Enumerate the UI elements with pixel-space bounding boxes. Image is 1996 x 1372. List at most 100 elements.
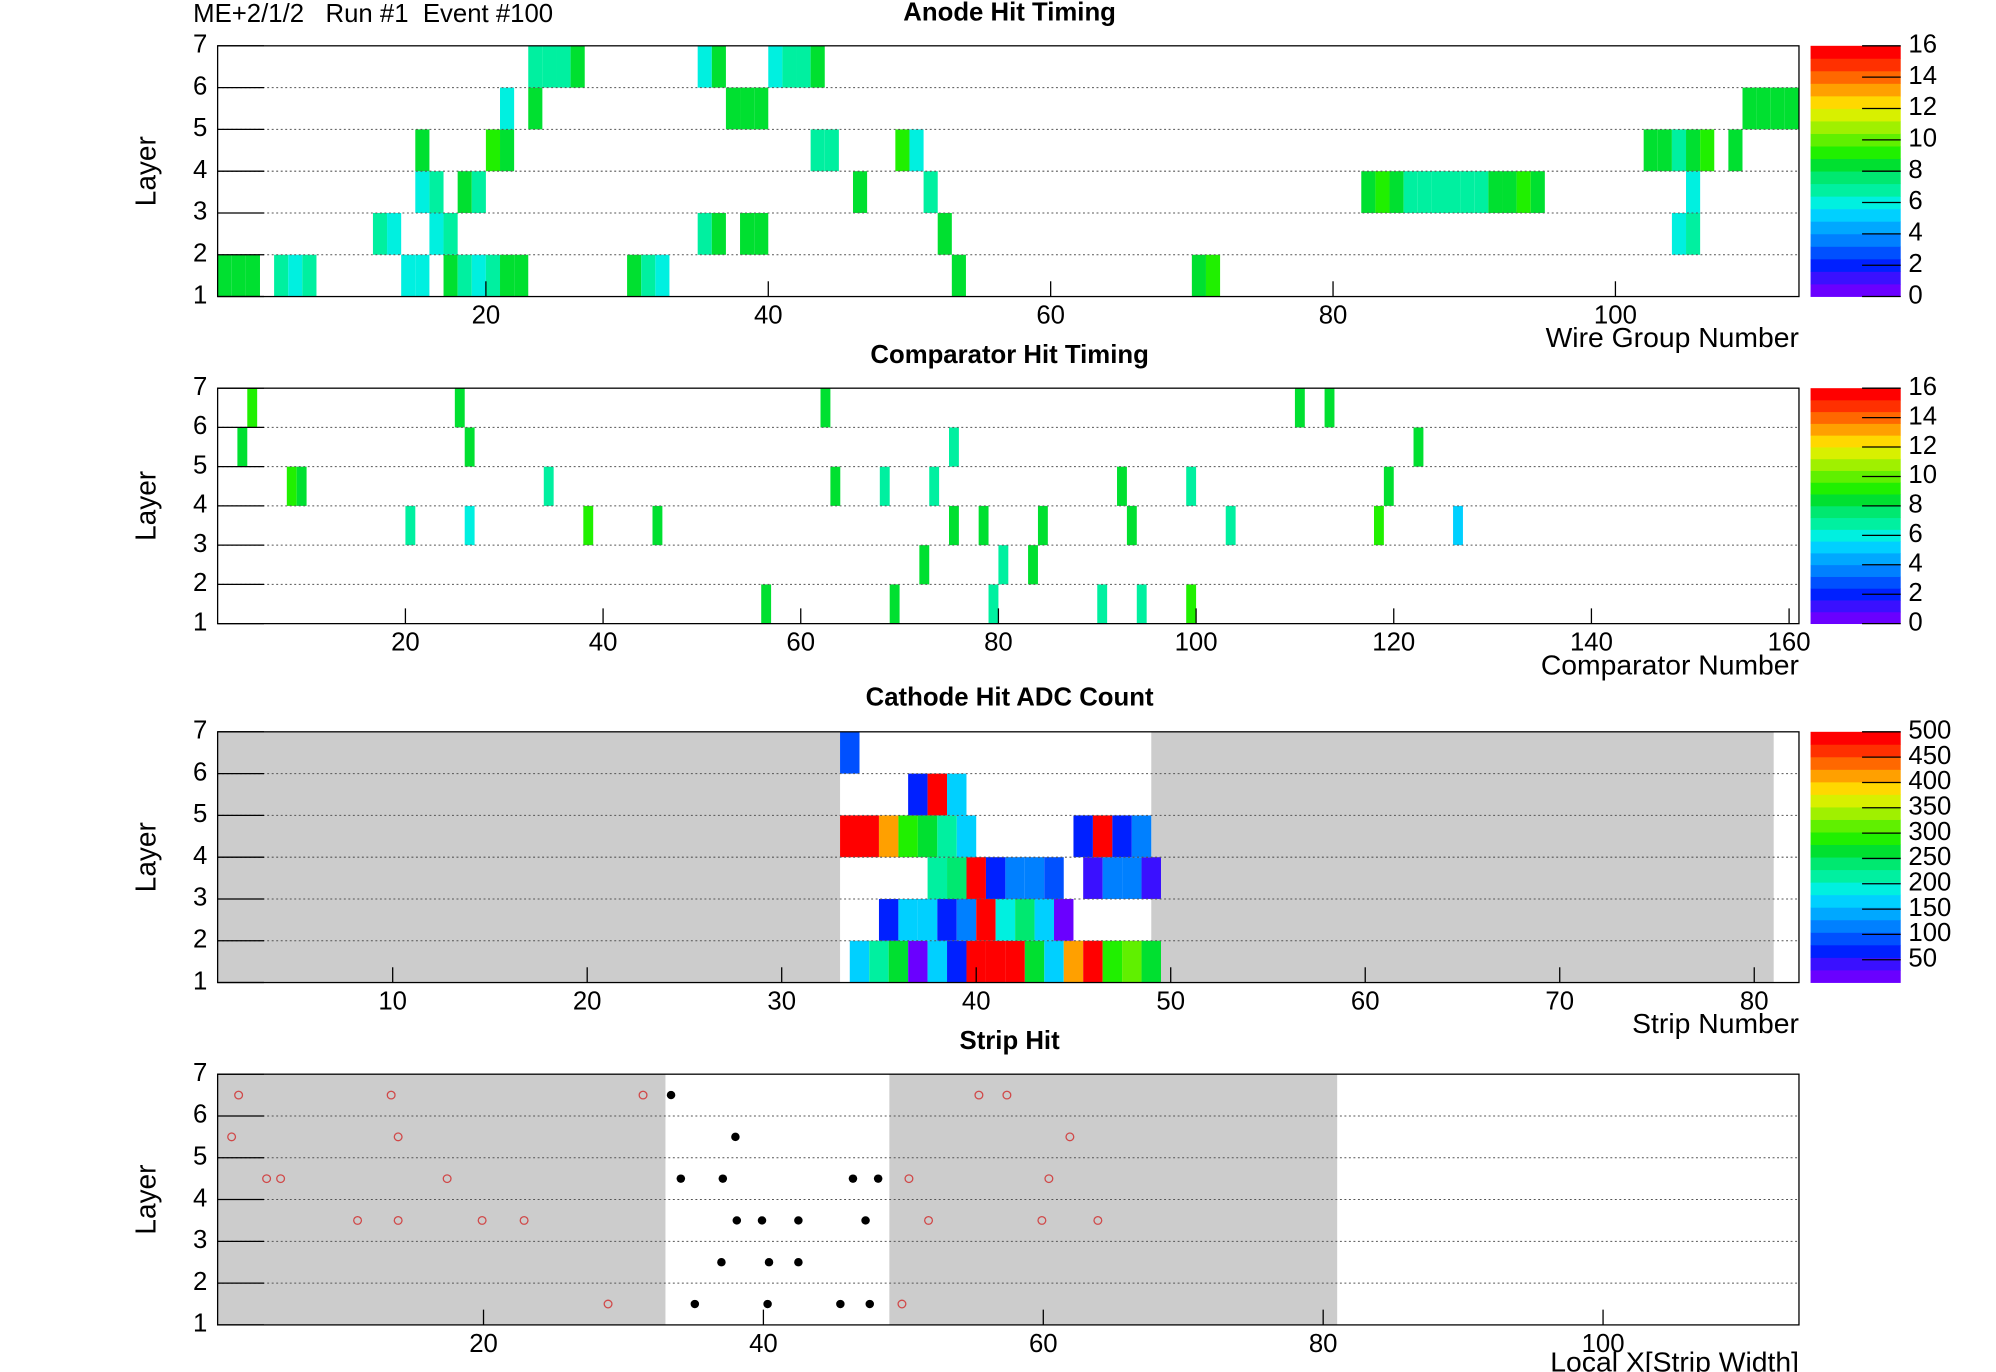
hit-point (676, 1174, 686, 1183)
cell (1131, 815, 1152, 858)
colorbar-swatch (1810, 819, 1901, 833)
hit-point (234, 1090, 244, 1100)
x-tick-label: 140 (1570, 629, 1613, 657)
cell (1024, 940, 1045, 983)
colorbar-label: 50 (1908, 945, 1937, 973)
cell (879, 466, 890, 506)
colorbar-label: 4 (1908, 219, 1922, 247)
cell (1112, 815, 1132, 858)
colorbar-swatch (1810, 58, 1901, 72)
colorbar-swatch (1810, 399, 1901, 413)
colorbar-swatch (1810, 857, 1901, 871)
colorbar-swatch (1810, 121, 1901, 134)
cell (1186, 584, 1197, 624)
cell (372, 212, 388, 255)
panel: 1 2 3 4 5 6 7 10 20 30 40 50 60 70 80 Cathode Hit ADC C… (130, 684, 1951, 1040)
cell (1742, 87, 1757, 130)
cell (1117, 466, 1127, 506)
cell (1126, 505, 1137, 546)
colorbar-swatch (1810, 83, 1901, 97)
cell (1015, 898, 1035, 941)
colorbar-swatch (1810, 246, 1901, 260)
colorbar-label: 400 (1908, 767, 1951, 795)
hit-point (690, 1299, 700, 1309)
cell (1445, 171, 1461, 213)
hit-point (717, 1258, 726, 1267)
x-tick-label: 70 (1545, 988, 1574, 1016)
cell (528, 87, 543, 130)
cell (1141, 940, 1161, 983)
cell (1770, 87, 1785, 130)
cell (1294, 388, 1305, 428)
colorbar-swatch (1810, 470, 1901, 483)
colorbar-label: 10 (1908, 461, 1937, 489)
colorbar-swatch (1810, 756, 1901, 770)
cell (923, 171, 938, 213)
cell (1073, 815, 1093, 858)
cell (1784, 87, 1799, 130)
hit-point (974, 1090, 984, 1100)
cell (951, 254, 966, 297)
colorbar-label: 2 (1908, 250, 1922, 278)
cell (937, 212, 952, 255)
cell (820, 388, 831, 428)
y-tick-label: 2 (193, 240, 207, 268)
cell (782, 45, 797, 88)
colorbar-label: 8 (1908, 156, 1922, 184)
cell (895, 129, 910, 172)
y-axis-label: Layer (130, 822, 161, 892)
cell (542, 45, 557, 88)
colorbar-swatch (1810, 957, 1901, 971)
cell (1474, 171, 1489, 213)
cell (937, 898, 957, 941)
y-tick-label: 6 (193, 758, 207, 786)
cell (1122, 857, 1142, 899)
cell (514, 254, 529, 297)
x-tick-label: 100 (1594, 302, 1637, 330)
cell (1097, 584, 1108, 624)
cell (1186, 466, 1197, 506)
colorbar-label: 16 (1908, 373, 1937, 401)
colorbar-label: 300 (1908, 818, 1951, 846)
cell (1205, 254, 1221, 297)
colorbar-label: 100 (1908, 919, 1951, 947)
colorbar-label: 6 (1908, 520, 1922, 548)
cell (405, 505, 416, 546)
cell (810, 129, 825, 172)
x-tick-label: 120 (1372, 629, 1415, 657)
cell (543, 466, 554, 506)
colorbar-swatch (1810, 183, 1901, 197)
hit-point (1065, 1132, 1075, 1142)
hit-point (276, 1174, 286, 1184)
cell (471, 171, 486, 213)
colorbar-swatch (1810, 769, 1901, 783)
cell (947, 857, 967, 899)
hit-point (393, 1215, 403, 1225)
colorbar-swatch (1810, 458, 1901, 471)
cell (655, 254, 670, 297)
cell (500, 87, 515, 130)
y-axis-label: Layer (130, 471, 161, 541)
hit-point (794, 1258, 803, 1267)
cell (1375, 171, 1390, 213)
cell (231, 254, 246, 297)
cell (1700, 129, 1715, 172)
cell (1054, 898, 1074, 941)
x-tick-label: 40 (962, 988, 991, 1016)
cell (1728, 129, 1743, 172)
cell (878, 815, 899, 858)
cell (711, 45, 726, 88)
y-tick-label: 5 (193, 800, 207, 828)
y-tick-label: 4 (193, 842, 207, 870)
chart-title: Strip Hit (960, 1027, 1061, 1055)
y-tick-label: 7 (193, 31, 207, 59)
cell (754, 212, 769, 255)
cell (947, 940, 967, 983)
x-tick-label: 60 (1351, 988, 1380, 1016)
colorbar-swatch (1810, 517, 1901, 530)
colorbar-swatch (1810, 95, 1901, 109)
cell (976, 898, 996, 941)
colorbar-swatch (1810, 411, 1901, 424)
y-tick-label: 3 (193, 530, 207, 558)
hit-point (757, 1216, 767, 1225)
